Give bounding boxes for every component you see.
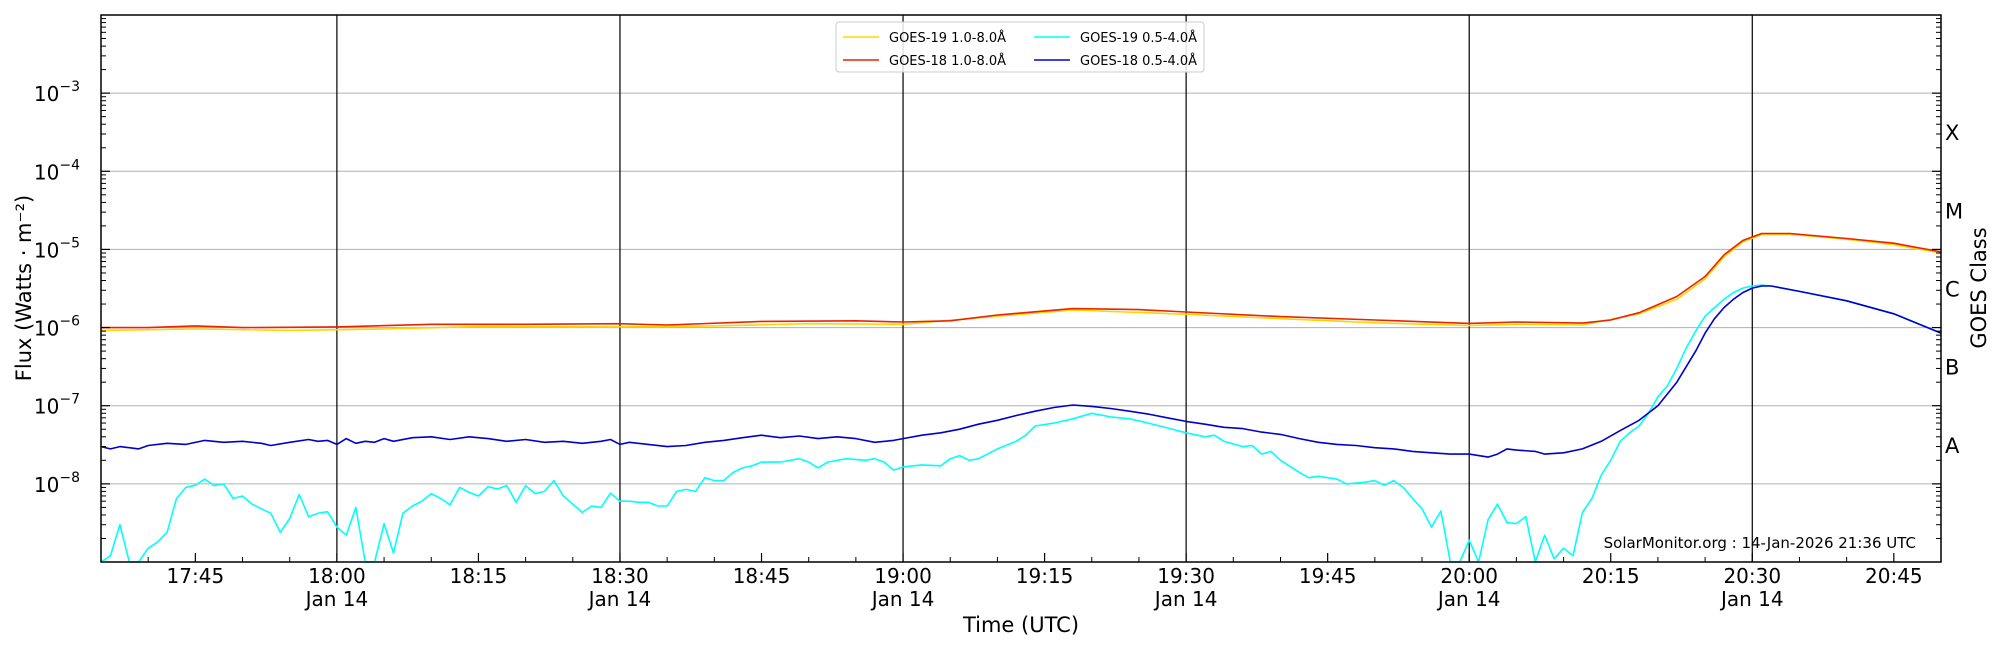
legend-label-1: GOES-18 1.0-8.0Å — [889, 53, 1006, 69]
series-line-3 — [100, 285, 1942, 458]
goes-class-label-m: M — [1945, 199, 1963, 223]
y-tick-label-5: 10−3 — [34, 79, 80, 106]
y-tick-label-0: 10−8 — [34, 470, 80, 497]
y-tick-label-1: 10−7 — [34, 392, 80, 419]
x-tick-label-8: 19:45 — [1299, 564, 1357, 588]
y-tick-label-2: 10−6 — [34, 314, 80, 341]
credit-label: SolarMonitor.org : 14-Jan-2026 21:36 UTC — [1604, 534, 1916, 552]
legend-label-3: GOES-18 0.5-4.0Å — [1080, 53, 1197, 69]
x-tick-sublabel-5: Jan 14 — [870, 587, 935, 611]
y-axis-title: Flux (Watts · m⁻²) — [12, 195, 36, 381]
x-tick-label-0: 17:45 — [167, 564, 225, 588]
x-tick-label-7: 19:30 — [1157, 564, 1215, 588]
series-line-2 — [100, 284, 1942, 563]
x-tick-label-1: 18:00 — [308, 564, 366, 588]
grid-layer — [101, 15, 1941, 562]
x-tick-label-6: 19:15 — [1016, 564, 1074, 588]
x-tick-label-12: 20:45 — [1865, 564, 1923, 588]
series-line-0 — [100, 233, 1942, 332]
y-tick-label-3: 10−5 — [34, 235, 80, 262]
goes-class-label-x: X — [1945, 121, 1959, 145]
series-layer — [100, 232, 1942, 563]
x-tick-label-2: 18:15 — [450, 564, 508, 588]
x-tick-label-4: 18:45 — [733, 564, 791, 588]
legend-label-2: GOES-19 0.5-4.0Å — [1080, 30, 1197, 46]
goes-class-label-b: B — [1945, 356, 1959, 380]
goes-class-label-a: A — [1945, 434, 1960, 458]
x-tick-label-9: 20:00 — [1440, 564, 1498, 588]
y-tick-label-4: 10−4 — [34, 157, 80, 184]
legend-label-0: GOES-19 1.0-8.0Å — [889, 30, 1006, 46]
legend-box — [835, 21, 1205, 73]
plot-frame — [100, 14, 1942, 563]
x-tick-sublabel-7: Jan 14 — [1153, 587, 1218, 611]
goes-class-label-c: C — [1945, 278, 1960, 302]
x-tick-sublabel-9: Jan 14 — [1436, 587, 1501, 611]
x-tick-label-5: 19:00 — [874, 564, 932, 588]
y2-axis-title: GOES Class — [1967, 227, 1991, 348]
x-tick-sublabel-3: Jan 14 — [587, 587, 652, 611]
x-tick-label-3: 18:30 — [591, 564, 649, 588]
x-tick-sublabel-11: Jan 14 — [1719, 587, 1784, 611]
x-tick-label-11: 20:30 — [1723, 564, 1781, 588]
legend: GOES-19 1.0-8.0Å GOES-18 1.0-8.0Å GOES-19 … — [835, 21, 1205, 73]
series-line-1 — [101, 232, 1942, 329]
x-axis-title: Time (UTC) — [962, 613, 1079, 637]
x-tick-label-10: 20:15 — [1582, 564, 1640, 588]
x-tick-sublabel-1: Jan 14 — [304, 587, 369, 611]
